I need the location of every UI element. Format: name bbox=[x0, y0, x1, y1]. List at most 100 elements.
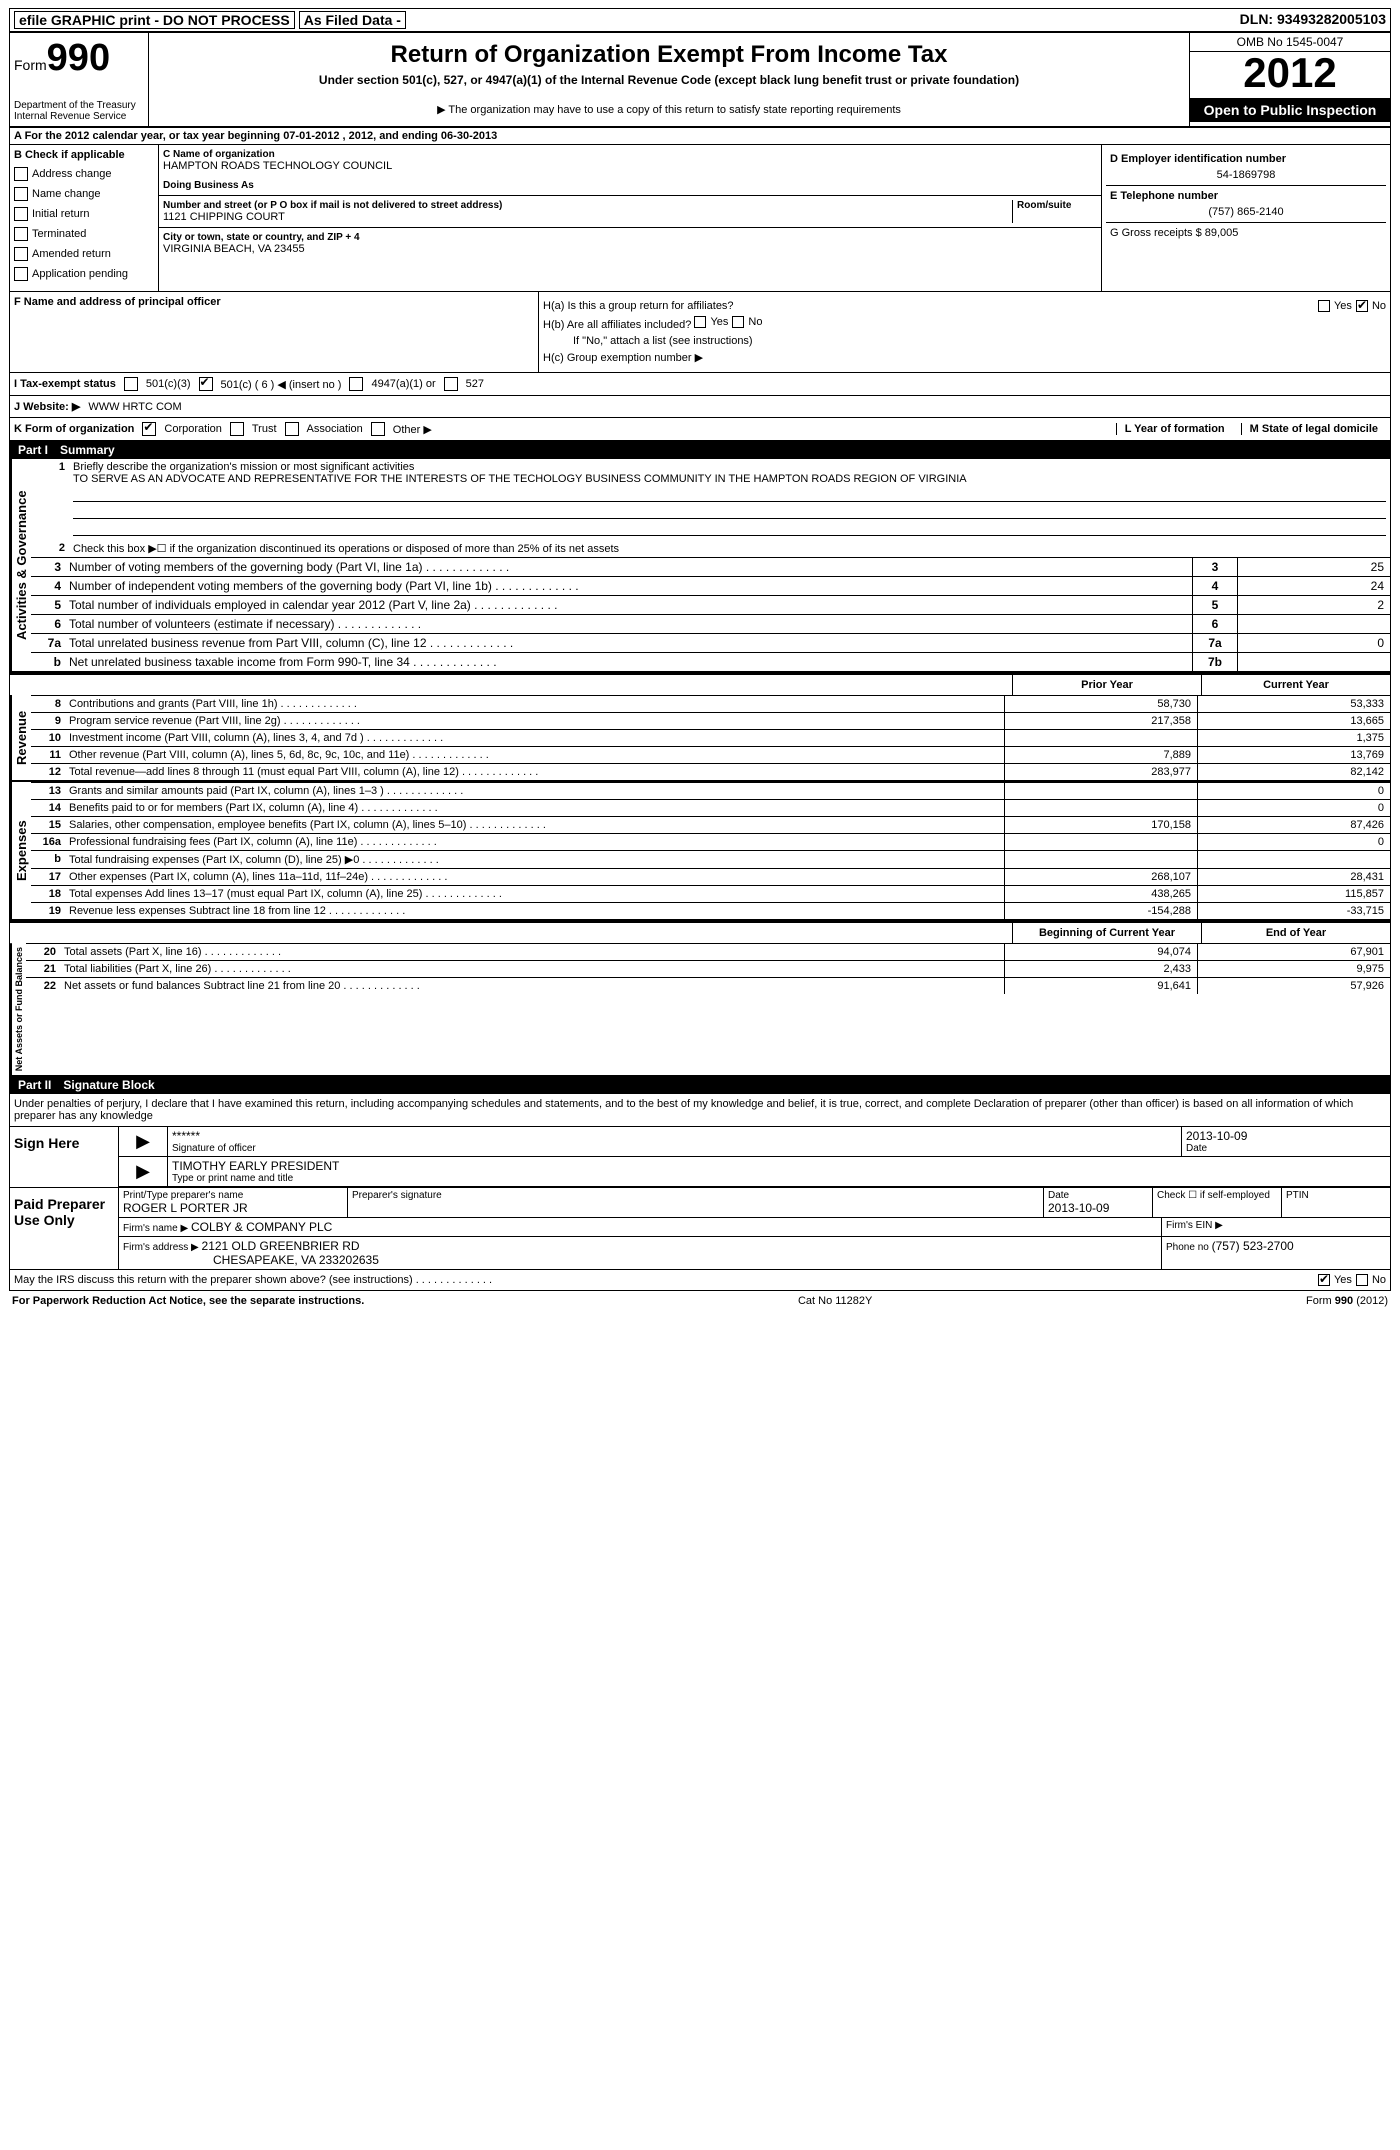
status-527: 527 bbox=[466, 378, 484, 390]
check-column: B Check if applicable Address change Nam… bbox=[10, 145, 159, 291]
checkbox-amended[interactable] bbox=[14, 247, 28, 261]
orgform-other: Other ▶ bbox=[393, 423, 432, 436]
status-501c: 501(c) ( 6 ) ◀ (insert no ) bbox=[221, 378, 342, 391]
status-501c-box[interactable] bbox=[199, 377, 213, 391]
ptin-label: PTIN bbox=[1282, 1188, 1390, 1217]
part1-num: Part I bbox=[18, 443, 48, 457]
checkbox-pending[interactable] bbox=[14, 267, 28, 281]
firm-phone-label: Phone no bbox=[1166, 1242, 1209, 1253]
ha-label: H(a) Is this a group return for affiliat… bbox=[543, 300, 734, 312]
footer-row: For Paperwork Reduction Act Notice, see … bbox=[8, 1291, 1392, 1311]
form-number-block: Form990 Department of the Treasury Inter… bbox=[10, 33, 149, 126]
hb-no: No bbox=[748, 316, 762, 328]
vlabel-activities: Activities & Governance bbox=[10, 459, 31, 671]
hb-no-box[interactable] bbox=[732, 316, 744, 328]
hb-note: If "No," attach a list (see instructions… bbox=[543, 335, 1386, 347]
website-row: J Website: ▶ WWW HRTC COM bbox=[10, 396, 1390, 418]
discuss-yes-box[interactable] bbox=[1318, 1274, 1330, 1286]
dln-label: DLN: bbox=[1240, 11, 1273, 27]
summary-row: 3Number of voting members of the governi… bbox=[31, 557, 1390, 576]
mission-line bbox=[73, 521, 1386, 536]
form-word: Form bbox=[14, 57, 47, 73]
part2-num: Part II bbox=[18, 1078, 51, 1092]
col-current-year: Current Year bbox=[1201, 675, 1390, 695]
arrow-icon: ▶ bbox=[119, 1157, 168, 1186]
sig-date-label: Date bbox=[1186, 1143, 1386, 1154]
data-row: 14Benefits paid to or for members (Part … bbox=[31, 799, 1390, 816]
street-label: Number and street (or P O box if mail is… bbox=[163, 200, 1012, 211]
website-label: J Website: ▶ bbox=[14, 400, 80, 413]
prep-date: 2013-10-09 bbox=[1048, 1201, 1148, 1215]
col-begin-year: Beginning of Current Year bbox=[1012, 923, 1201, 943]
sig-date: 2013-10-09 bbox=[1186, 1129, 1386, 1143]
hc-label: H(c) Group exemption number ▶ bbox=[543, 351, 1386, 364]
room-label: Room/suite bbox=[1017, 200, 1097, 211]
col-end-year: End of Year bbox=[1201, 923, 1390, 943]
checkbox-terminated[interactable] bbox=[14, 227, 28, 241]
firm-ein-label: Firm's EIN ▶ bbox=[1162, 1218, 1390, 1236]
data-row: 17Other expenses (Part IX, column (A), l… bbox=[31, 868, 1390, 885]
netassets-section: Net Assets or Fund Balances 20Total asse… bbox=[10, 943, 1390, 1076]
checkbox-initial[interactable] bbox=[14, 207, 28, 221]
arrow-icon: ▶ bbox=[119, 1127, 168, 1156]
form-subtitle: Under section 501(c), 527, or 4947(a)(1)… bbox=[157, 73, 1181, 87]
city-label: City or town, state or country, and ZIP … bbox=[163, 232, 1097, 243]
data-row: 15Salaries, other compensation, employee… bbox=[31, 816, 1390, 833]
name-column: C Name of organization HAMPTON ROADS TEC… bbox=[159, 145, 1102, 291]
form-number: 990 bbox=[47, 37, 110, 79]
org-name: HAMPTON ROADS TECHNOLOGY COUNCIL bbox=[163, 160, 1097, 172]
summary-row: 6Total number of volunteers (estimate if… bbox=[31, 614, 1390, 633]
dept-irs: Internal Revenue Service bbox=[14, 111, 144, 122]
orgform-corp-box[interactable] bbox=[142, 422, 156, 436]
dept-treasury: Department of the Treasury bbox=[14, 100, 144, 111]
check-label: B Check if applicable bbox=[14, 149, 154, 161]
prep-name: ROGER L PORTER JR bbox=[123, 1201, 343, 1215]
check-pending: Application pending bbox=[32, 268, 128, 280]
check-initial: Initial return bbox=[32, 208, 89, 220]
data-row: 12Total revenue—add lines 8 through 11 (… bbox=[31, 763, 1390, 780]
ha-no-box[interactable] bbox=[1356, 300, 1368, 312]
data-row: 22Net assets or fund balances Subtract l… bbox=[26, 977, 1390, 994]
sig-declaration: Under penalties of perjury, I declare th… bbox=[10, 1094, 1390, 1126]
mission-text: TO SERVE AS AN ADVOCATE AND REPRESENTATI… bbox=[73, 473, 1386, 485]
main-info-row: B Check if applicable Address change Nam… bbox=[10, 145, 1390, 292]
dba-label: Doing Business As bbox=[163, 180, 1097, 191]
orgform-other-box[interactable] bbox=[371, 422, 385, 436]
expenses-section: Expenses 13Grants and similar amounts pa… bbox=[10, 782, 1390, 921]
status-label: I Tax-exempt status bbox=[14, 378, 116, 390]
sign-here-grid: Sign Here ▶ ****** Signature of officer … bbox=[10, 1126, 1390, 1187]
data-row: bTotal fundraising expenses (Part IX, co… bbox=[31, 850, 1390, 868]
orgform-trust: Trust bbox=[252, 423, 277, 435]
section-a-period: A For the 2012 calendar year, or tax yea… bbox=[10, 128, 1390, 145]
part2-header: Part II Signature Block bbox=[10, 1076, 1390, 1094]
officer-row: F Name and address of principal officer … bbox=[10, 292, 1390, 373]
col-headers-netassets: Beginning of Current Year End of Year bbox=[10, 921, 1390, 943]
status-527-box[interactable] bbox=[444, 377, 458, 391]
status-4947-box[interactable] bbox=[349, 377, 363, 391]
orgform-corp: Corporation bbox=[164, 423, 221, 435]
data-row: 10Investment income (Part VIII, column (… bbox=[31, 729, 1390, 746]
data-row: 16aProfessional fundraising fees (Part I… bbox=[31, 833, 1390, 850]
discuss-no-box[interactable] bbox=[1356, 1274, 1368, 1286]
checkbox-address-change[interactable] bbox=[14, 167, 28, 181]
hb-yes-box[interactable] bbox=[694, 316, 706, 328]
year-block: OMB No 1545-0047 2012 Open to Public Ins… bbox=[1189, 33, 1390, 126]
footer-pra: For Paperwork Reduction Act Notice, see … bbox=[12, 1295, 364, 1307]
open-inspection: Open to Public Inspection bbox=[1190, 98, 1390, 122]
vlabel-expenses: Expenses bbox=[10, 782, 31, 919]
ha-yes-box[interactable] bbox=[1318, 300, 1330, 312]
firm-phone: (757) 523-2700 bbox=[1212, 1239, 1294, 1253]
discuss-row: May the IRS discuss this return with the… bbox=[10, 1269, 1390, 1290]
firm-addr2: CHESAPEAKE, VA 233202635 bbox=[123, 1253, 1157, 1267]
street-address: 1121 CHIPPING COURT bbox=[163, 211, 1012, 223]
checkbox-name-change[interactable] bbox=[14, 187, 28, 201]
hb-yes: Yes bbox=[710, 316, 728, 328]
hb-label: H(b) Are all affiliates included? bbox=[543, 319, 691, 331]
orgform-trust-box[interactable] bbox=[230, 422, 244, 436]
orgform-assoc-box[interactable] bbox=[285, 422, 299, 436]
right-column: D Employer identification number 54-1869… bbox=[1102, 145, 1390, 291]
firm-addr1: 2121 OLD GREENBRIER RD bbox=[202, 1239, 360, 1253]
status-501c3: 501(c)(3) bbox=[146, 378, 191, 390]
status-501c3-box[interactable] bbox=[124, 377, 138, 391]
check-address-change: Address change bbox=[32, 168, 112, 180]
